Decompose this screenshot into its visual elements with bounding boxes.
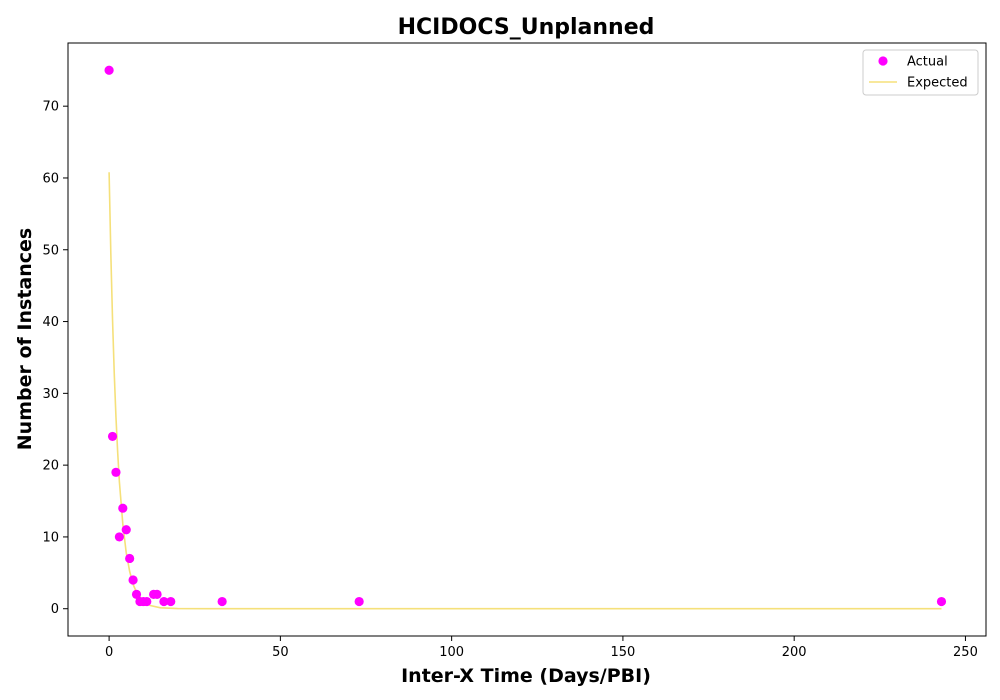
legend-box [862, 49, 979, 96]
y-tick-label: 60 [42, 171, 59, 186]
y-tick-label: 0 [51, 602, 59, 617]
data-point [107, 431, 118, 442]
legend-label: Expected [907, 76, 968, 91]
y-tick-label: 70 [42, 100, 59, 115]
legend-marker [878, 56, 888, 66]
data-point [142, 596, 152, 607]
x-tick-label: 200 [782, 645, 807, 660]
y-tick-label: 30 [42, 387, 59, 402]
x-axis-label: Inter-X Time (Days/PBI) [401, 665, 651, 687]
legend-label: Actual [907, 55, 948, 70]
plot-frame [67, 42, 987, 637]
y-axis-label: Number of Instances [14, 228, 36, 450]
expected-curve [108, 172, 942, 610]
data-point [131, 589, 142, 599]
y-tick-label: 40 [42, 315, 59, 330]
data-point [114, 532, 124, 542]
x-tick-label: 250 [953, 645, 978, 660]
data-point [121, 525, 131, 535]
data-point [104, 65, 114, 75]
y-tick-label: 20 [42, 459, 59, 474]
legend: Actual Expected [862, 49, 979, 96]
data-point [166, 596, 176, 607]
x-tick-label: 0 [105, 645, 113, 660]
data-point [152, 589, 162, 599]
chart-title: HCIDOCS_Unplanned [398, 15, 655, 40]
data-point [217, 596, 227, 607]
data-point [125, 553, 135, 564]
data-point [118, 503, 128, 513]
data-point [111, 467, 121, 477]
data-point [936, 596, 947, 607]
x-tick-label: 100 [439, 645, 464, 660]
x-tick-label: 150 [610, 645, 635, 660]
y-tick-label: 50 [42, 243, 59, 258]
x-tick-label: 50 [272, 645, 289, 660]
data-point [159, 596, 169, 607]
plot-area: 0 50 100 150 200 250 0 10 20 30 40 50 60 70 [42, 42, 987, 660]
data-point [128, 575, 138, 585]
data-point [354, 596, 364, 607]
y-tick-label: 10 [42, 530, 59, 545]
